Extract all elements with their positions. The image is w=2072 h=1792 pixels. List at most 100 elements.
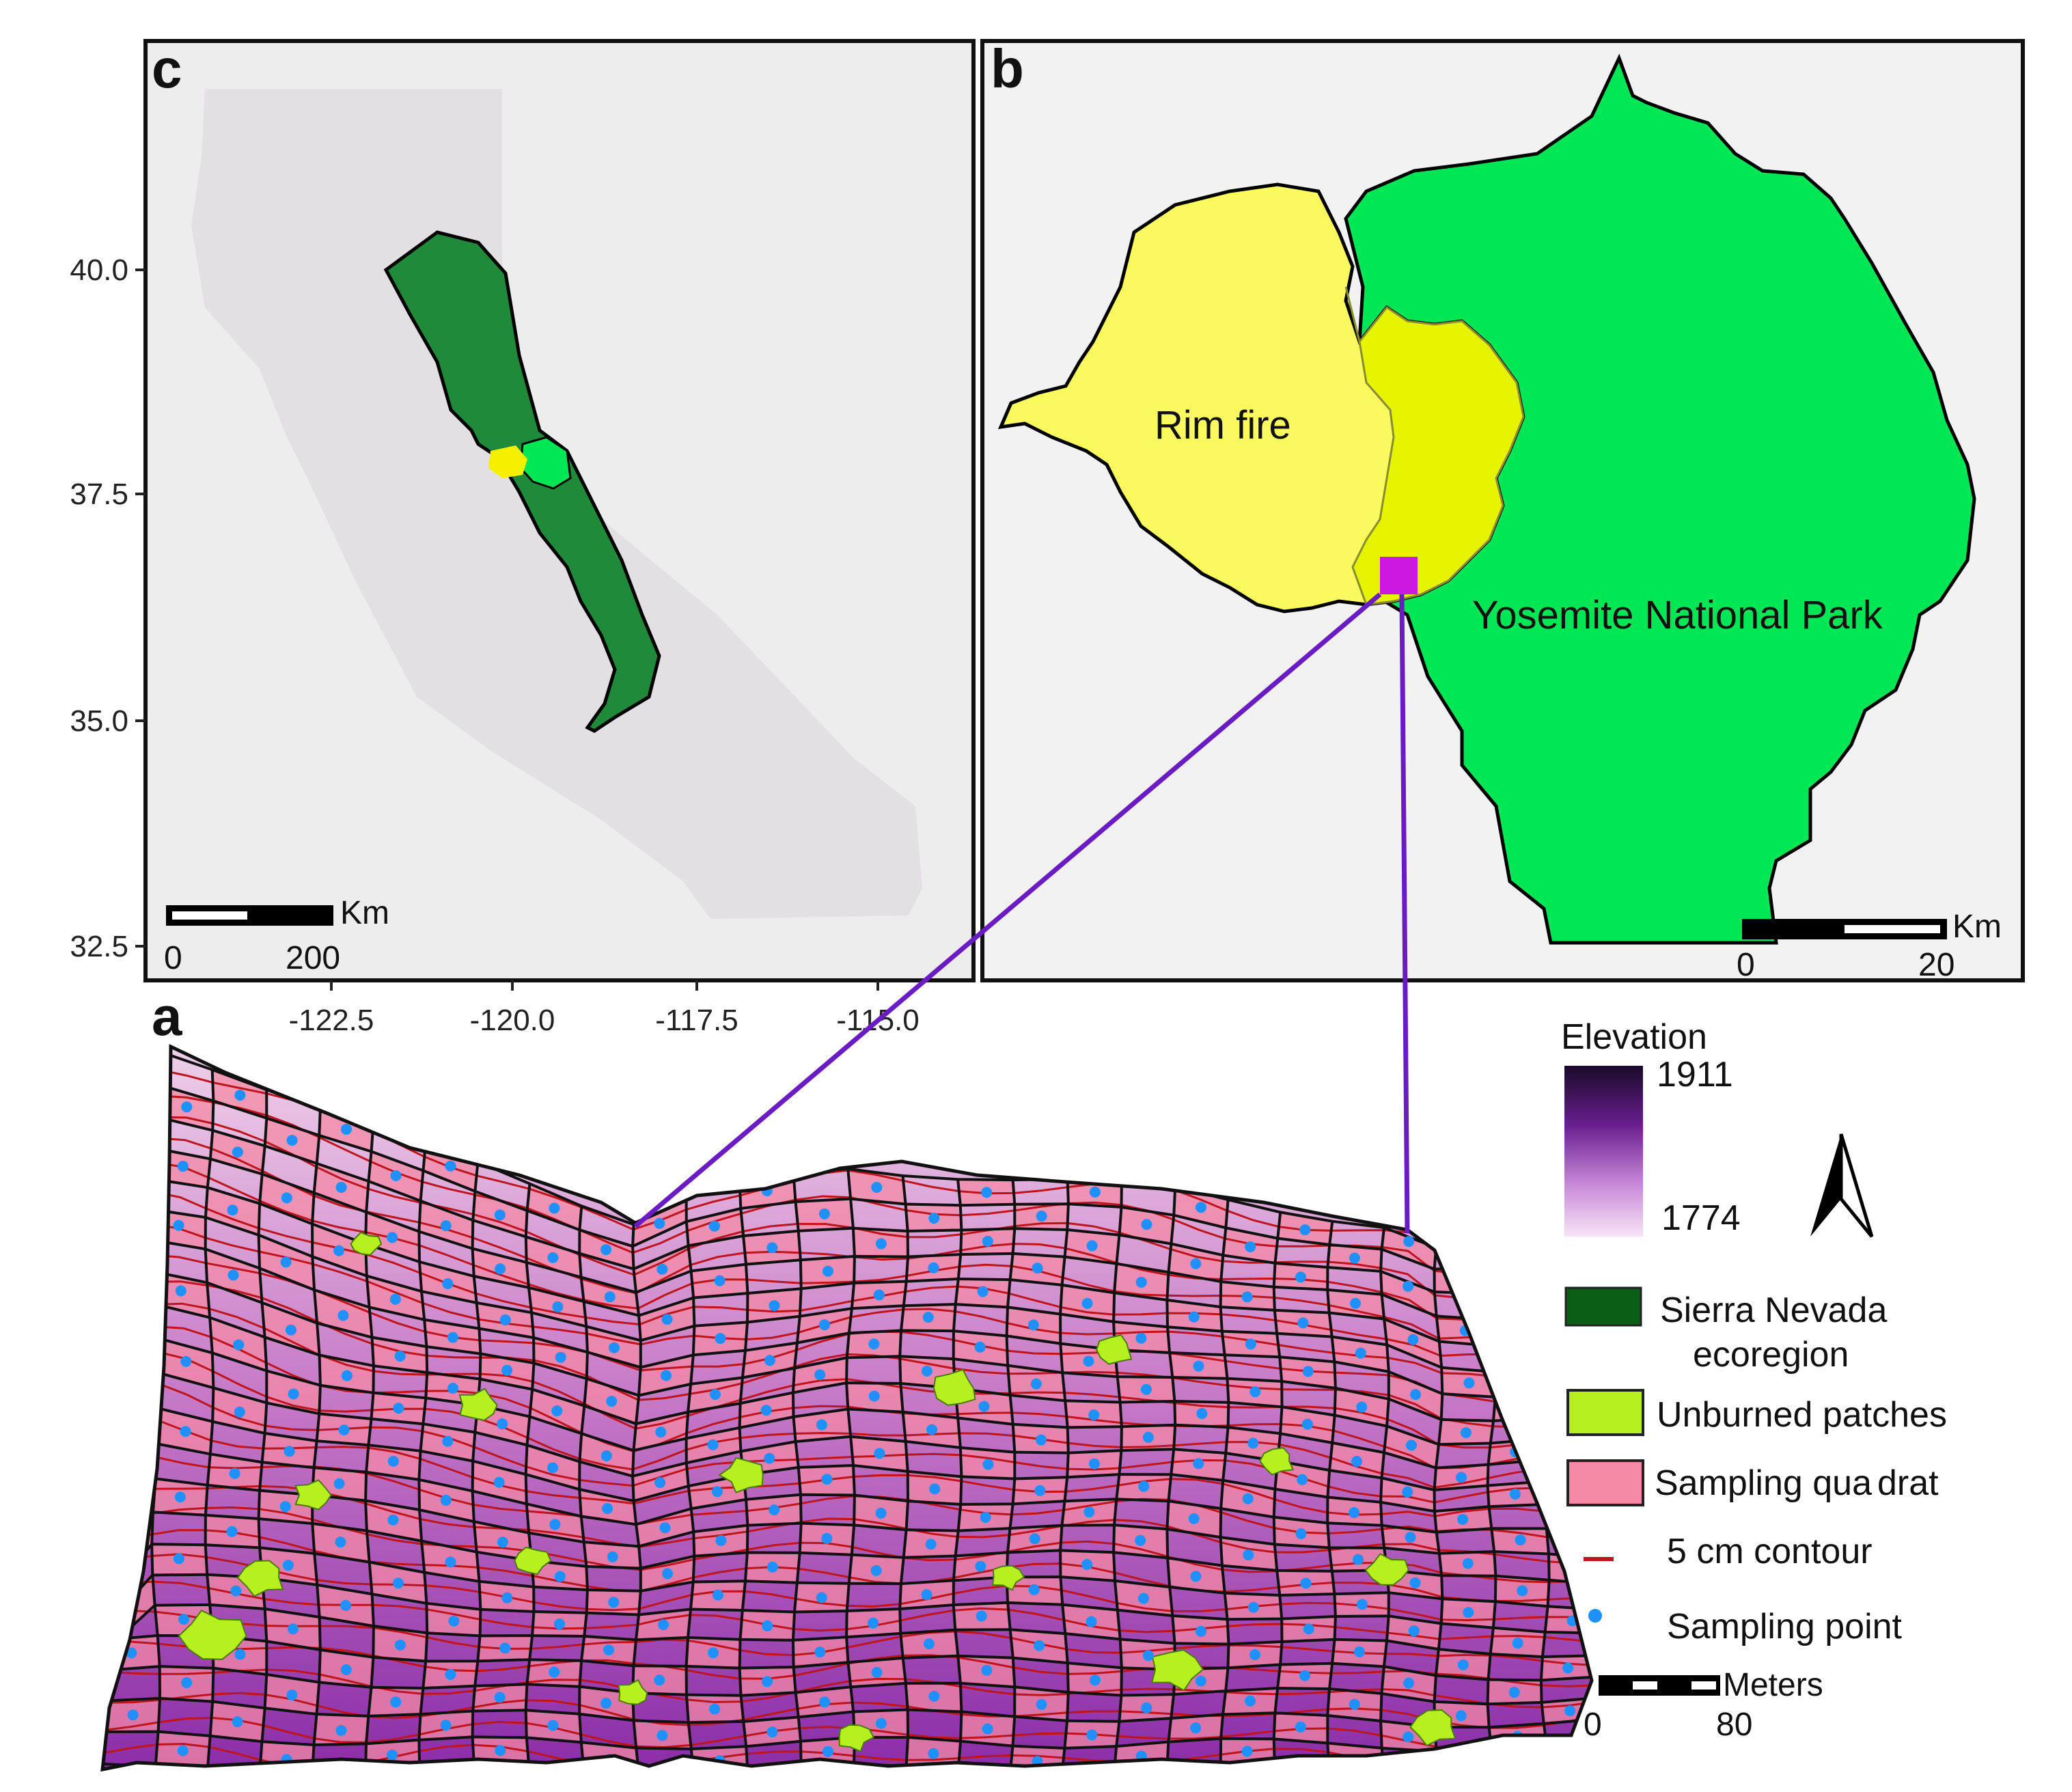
sampling-point <box>978 1401 990 1412</box>
sampling-point <box>814 1646 826 1658</box>
elevation-max: 1911 <box>1657 1055 1733 1094</box>
sampling-point <box>229 1467 240 1479</box>
sampling-point <box>495 1745 506 1756</box>
sampling-point <box>392 1577 404 1589</box>
sampling-point <box>233 1339 245 1351</box>
scale-bar-c-max: 200 <box>286 940 340 976</box>
sampling-point <box>440 1220 452 1232</box>
north-arrow-left <box>1810 1134 1841 1237</box>
sampling-quadrat <box>1546 1741 1592 1766</box>
sampling-point <box>333 1478 345 1489</box>
sampling-point <box>1356 1401 1368 1413</box>
sampling-point <box>1089 1674 1101 1686</box>
sampling-point <box>657 1619 669 1631</box>
legend-label-sierra-nevada-1: Sierra Nevada <box>1660 1291 1887 1330</box>
sampling-point <box>922 1312 934 1323</box>
scale-bar-c-unit: Km <box>340 895 389 931</box>
sampling-quadrat <box>1489 1293 1547 1325</box>
sampling-point <box>1081 1297 1093 1309</box>
sampling-point <box>493 1476 505 1488</box>
north-arrow-right <box>1839 1133 1874 1238</box>
sampling-point <box>126 1647 137 1659</box>
sampling-point <box>1135 1332 1147 1344</box>
sampling-point <box>1141 1219 1152 1230</box>
study-site-marker <box>1380 557 1418 594</box>
grid-line-horizontal <box>103 1473 1592 1560</box>
grid-line-horizontal <box>103 1762 1592 1769</box>
sampling-point <box>1190 1571 1202 1582</box>
sampling-point <box>822 1746 833 1757</box>
sampling-point <box>1407 1334 1419 1345</box>
sampling-point <box>868 1338 880 1350</box>
sampling-point <box>1405 1532 1416 1543</box>
sampling-point <box>1349 1698 1360 1710</box>
sampling-point <box>1460 1427 1472 1439</box>
sampling-point <box>1515 1403 1526 1414</box>
sampling-point <box>1303 1623 1314 1635</box>
sampling-point <box>1455 1274 1467 1286</box>
sampling-point <box>234 1649 246 1660</box>
sampling-point <box>227 1269 239 1281</box>
sampling-point <box>1567 1511 1579 1523</box>
sampling-point <box>764 1452 775 1464</box>
unburned-patch <box>294 1479 332 1511</box>
scale-bar-a-min: 0 <box>1584 1707 1602 1743</box>
sampling-point <box>1083 1355 1094 1367</box>
sampling-point <box>180 1426 191 1437</box>
sampling-point <box>1034 1640 1045 1651</box>
sampling-point <box>335 1536 346 1548</box>
sampling-point <box>602 1503 613 1515</box>
sampling-point <box>766 1561 778 1573</box>
sampling-point <box>1249 1386 1261 1398</box>
sampling-point <box>662 1568 674 1580</box>
grid-line-horizontal <box>102 1336 1592 1470</box>
sampling-point <box>1456 1472 1467 1483</box>
grid-line-horizontal <box>102 1543 1592 1611</box>
sampling-point <box>123 1314 135 1326</box>
sampling-quadrat <box>102 1304 158 1435</box>
sampling-point <box>499 1642 511 1654</box>
sampling-point <box>442 1435 454 1447</box>
sampling-point <box>445 1556 456 1568</box>
sampling-point <box>818 1208 830 1219</box>
sampling-point <box>122 1191 134 1202</box>
sampling-point <box>1302 1366 1314 1377</box>
sampling-point <box>127 1383 139 1394</box>
sampling-point <box>1300 1577 1312 1589</box>
grid-line-horizontal <box>106 1147 1592 1328</box>
sampling-point <box>286 1689 298 1700</box>
scale-bar-b: Km 0 20 <box>1737 909 2002 983</box>
sampling-point <box>282 1560 294 1571</box>
sampling-point <box>1088 1409 1100 1421</box>
sampling-point <box>1512 1304 1523 1315</box>
sampling-point <box>501 1592 513 1603</box>
y-tick-label-4: 32.5 <box>70 930 128 963</box>
legend-label-contour: 5 cm contour <box>1667 1532 1873 1571</box>
sampling-point <box>1036 1211 1047 1222</box>
sampling-point <box>1030 1378 1042 1390</box>
unburned-patch <box>838 1724 875 1752</box>
sampling-point <box>1195 1675 1206 1687</box>
sampling-point <box>875 1507 887 1519</box>
sampling-point <box>549 1202 560 1214</box>
sampling-point <box>1196 1625 1207 1637</box>
grid-line-horizontal <box>102 1511 1592 1586</box>
terrain-outline <box>100 1044 1594 1772</box>
scale-bar-b-white <box>1845 925 1940 933</box>
sampling-point <box>1036 1434 1047 1446</box>
sampling-point <box>232 1716 243 1728</box>
elevation-title: Elevation <box>1561 1017 1707 1057</box>
sampling-point <box>1509 1488 1521 1500</box>
sampling-point <box>120 1252 131 1263</box>
sampling-point <box>390 1696 402 1708</box>
legend: Elevation 1911 1774 Sierra Nevada ecoreg… <box>1561 1017 1947 1743</box>
sampling-point <box>821 1532 833 1544</box>
sampling-point <box>1245 1695 1256 1707</box>
unburned-patches <box>178 1231 1456 1752</box>
scale-bar-a-white-2 <box>1691 1681 1716 1690</box>
legend-swatch-unburned <box>1566 1389 1644 1436</box>
y-tick-label-3: 35.0 <box>70 704 128 738</box>
sampling-point <box>279 1501 291 1513</box>
sampling-point <box>173 1553 184 1564</box>
